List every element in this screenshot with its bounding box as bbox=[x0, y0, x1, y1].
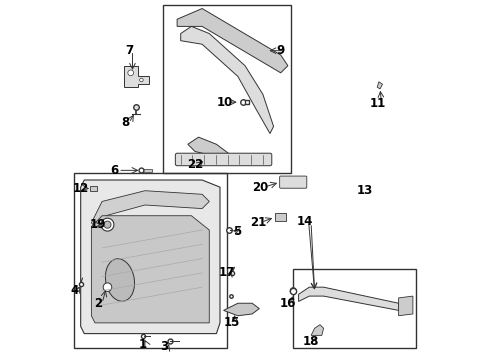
Text: 18: 18 bbox=[303, 335, 319, 348]
PathPatch shape bbox=[223, 303, 259, 316]
Text: 5: 5 bbox=[233, 225, 241, 238]
Text: 9: 9 bbox=[276, 44, 285, 57]
Text: 14: 14 bbox=[297, 215, 313, 228]
PathPatch shape bbox=[81, 180, 220, 334]
PathPatch shape bbox=[377, 82, 383, 89]
Text: 13: 13 bbox=[357, 184, 373, 197]
Bar bbox=[293, 269, 416, 348]
Ellipse shape bbox=[105, 259, 135, 301]
Circle shape bbox=[128, 70, 134, 76]
Text: 17: 17 bbox=[219, 266, 235, 279]
Bar bbox=[163, 5, 292, 173]
Text: 20: 20 bbox=[252, 181, 269, 194]
Text: 15: 15 bbox=[223, 316, 240, 329]
Bar bbox=[143, 169, 152, 172]
Text: 21: 21 bbox=[250, 216, 266, 229]
Text: 6: 6 bbox=[110, 164, 119, 177]
Text: 8: 8 bbox=[121, 116, 129, 129]
Text: 10: 10 bbox=[217, 96, 233, 109]
Bar bbox=[90, 186, 98, 191]
PathPatch shape bbox=[298, 287, 398, 310]
FancyBboxPatch shape bbox=[175, 153, 272, 166]
PathPatch shape bbox=[188, 137, 231, 162]
Text: 3: 3 bbox=[161, 340, 169, 353]
Circle shape bbox=[103, 283, 112, 292]
PathPatch shape bbox=[92, 216, 209, 323]
PathPatch shape bbox=[92, 191, 209, 230]
Circle shape bbox=[104, 221, 111, 228]
Bar bbox=[74, 173, 227, 348]
Text: 4: 4 bbox=[70, 284, 78, 297]
Text: 12: 12 bbox=[73, 182, 89, 195]
PathPatch shape bbox=[177, 9, 288, 73]
PathPatch shape bbox=[398, 296, 413, 316]
Text: 2: 2 bbox=[95, 297, 102, 310]
Text: 7: 7 bbox=[125, 44, 133, 57]
PathPatch shape bbox=[123, 66, 148, 87]
PathPatch shape bbox=[311, 325, 323, 336]
Text: 19: 19 bbox=[90, 218, 106, 231]
Bar bbox=[275, 213, 286, 221]
Text: 22: 22 bbox=[187, 158, 203, 171]
Circle shape bbox=[101, 218, 114, 231]
Text: 16: 16 bbox=[280, 297, 296, 310]
Text: 11: 11 bbox=[370, 97, 386, 110]
Circle shape bbox=[290, 288, 296, 294]
FancyBboxPatch shape bbox=[280, 176, 307, 188]
Circle shape bbox=[140, 78, 143, 82]
PathPatch shape bbox=[181, 26, 273, 134]
Text: 1: 1 bbox=[139, 338, 147, 351]
